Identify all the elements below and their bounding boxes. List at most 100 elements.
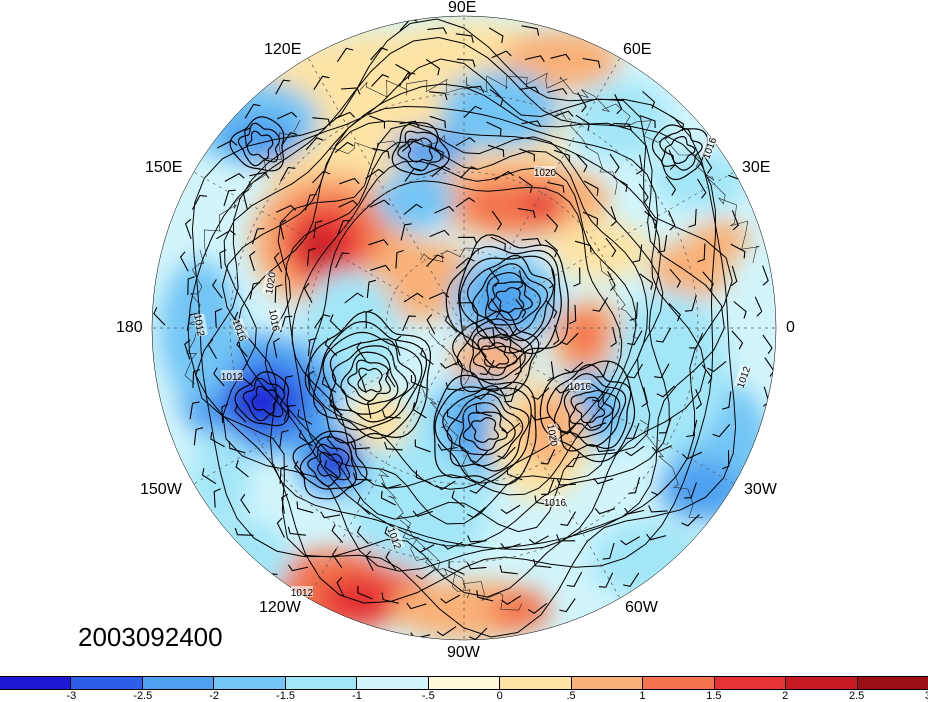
- wind-barb: [667, 210, 676, 231]
- wind-barb: [754, 296, 763, 317]
- wind-barb: [186, 312, 197, 331]
- wind-barb: [681, 451, 703, 460]
- wind-barb: [313, 75, 330, 90]
- wind-barb: [312, 117, 331, 127]
- wind-barb: [201, 468, 217, 485]
- anomaly-patch: [190, 430, 250, 530]
- wind-barb: [380, 490, 396, 506]
- meridian-line: [463, 57, 621, 329]
- wind-barb: [684, 482, 697, 499]
- isobar: [316, 451, 344, 479]
- wind-barb: [304, 194, 318, 211]
- wind-barb: [595, 445, 615, 453]
- isobar: [307, 443, 351, 487]
- wind-barb: [494, 170, 515, 181]
- colorbar-tick-label: 1.5: [706, 690, 722, 702]
- wind-barbs: [153, 18, 775, 640]
- anomaly-patch: [440, 70, 560, 150]
- wind-barb: [545, 299, 558, 319]
- wind-barb: [515, 299, 527, 319]
- wind-barb: [224, 173, 245, 182]
- isobar: [563, 382, 621, 438]
- wind-barb: [415, 470, 432, 484]
- wind-barb: [731, 210, 739, 231]
- contour-label: 1020: [544, 423, 559, 447]
- wind-barb: [275, 79, 291, 95]
- wind-barb: [221, 403, 229, 424]
- map-disk: [152, 16, 776, 640]
- wind-barb: [312, 170, 331, 184]
- wind-barb: [445, 382, 465, 392]
- wind-barb: [467, 506, 487, 519]
- wind-barb: [249, 282, 261, 300]
- wind-barb: [527, 602, 548, 614]
- wind-barb: [326, 432, 339, 452]
- isobar: [242, 377, 286, 422]
- isobar: [322, 331, 423, 431]
- wind-barb: [469, 450, 488, 464]
- wind-barb: [466, 562, 487, 570]
- wind-barb: [514, 355, 522, 376]
- wind-barb: [475, 404, 493, 417]
- contour-label: 1012: [191, 313, 206, 337]
- wind-barb: [414, 439, 431, 453]
- wind-barb: [610, 206, 617, 227]
- wind-barb: [223, 189, 236, 207]
- wind-barb: [463, 105, 482, 118]
- isobar: [470, 417, 500, 443]
- wind-barb: [762, 334, 773, 355]
- coastline: [379, 469, 426, 561]
- wind-barb: [293, 460, 306, 480]
- isobar: [340, 351, 399, 406]
- wind-barb: [669, 268, 682, 288]
- wind-barb: [334, 141, 354, 154]
- wind-barb: [234, 527, 254, 536]
- anomaly-patch: [302, 232, 338, 268]
- wind-barb: [279, 429, 289, 448]
- isobar: [299, 436, 358, 490]
- wind-barb: [428, 291, 450, 300]
- coastline: [329, 134, 446, 155]
- wind-barb: [688, 208, 697, 228]
- wind-barb: [385, 551, 397, 571]
- wind-barb: [365, 309, 373, 329]
- meridian-line: [307, 327, 465, 599]
- wind-barb: [448, 560, 464, 575]
- wind-barb: [437, 443, 458, 451]
- wind-barb: [307, 337, 317, 357]
- contour-label: 1016: [569, 382, 592, 393]
- lon-label-30w: 30W: [744, 481, 777, 498]
- wind-barb: [455, 257, 475, 269]
- colorbar-tick-label: 0: [496, 690, 503, 702]
- colorbar-tick-label: -2: [209, 690, 220, 702]
- wind-barb: [560, 332, 579, 346]
- wind-barb: [276, 204, 297, 213]
- wind-barb: [339, 177, 360, 185]
- wind-barb: [560, 421, 579, 435]
- wind-barb: [352, 472, 372, 481]
- wind-barb: [583, 180, 599, 196]
- wind-barb: [669, 115, 685, 131]
- isobar: [313, 321, 427, 439]
- wind-barb: [360, 373, 368, 394]
- wind-barb: [192, 368, 201, 388]
- wind-barb: [281, 493, 289, 514]
- colorbar-tick-label: 2.5: [848, 690, 865, 702]
- wind-barb: [541, 479, 555, 495]
- wind-barb: [544, 239, 558, 258]
- wind-barb: [540, 449, 556, 465]
- wind-barb: [251, 228, 265, 245]
- wind-barb: [415, 569, 436, 580]
- wind-barb: [695, 389, 702, 410]
- isobar: [442, 385, 530, 472]
- wind-barb: [369, 199, 390, 208]
- wind-barb: [681, 514, 700, 527]
- wind-barb: [654, 363, 670, 379]
- wind-barb: [426, 314, 436, 335]
- colorbar: [0, 676, 928, 690]
- wind-barb: [336, 220, 351, 236]
- lon-label-120e: 120E: [264, 41, 302, 58]
- lat-lon-grid: [152, 16, 776, 640]
- wind-barb: [249, 250, 256, 272]
- contour-label: 1020: [534, 168, 557, 179]
